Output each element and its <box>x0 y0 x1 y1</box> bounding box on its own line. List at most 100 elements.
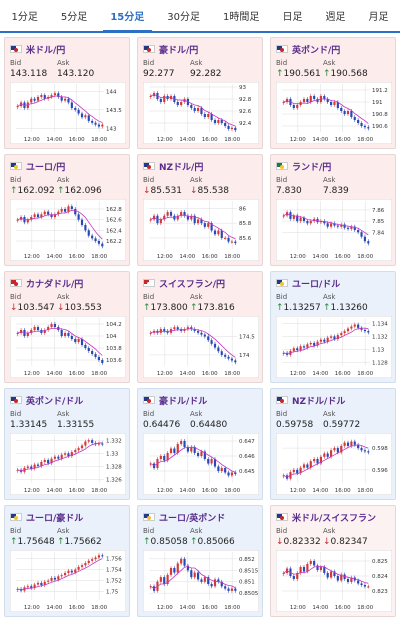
tab-8[interactable]: 月足 <box>368 12 389 23</box>
rate-card[interactable]: ランド/円 Bid Ask 7.830 7.839 12:00 14:00 16:00 18:0… <box>270 154 396 266</box>
candle-body <box>77 448 80 451</box>
rate-card[interactable]: ユーロ/ドル Bid Ask ↑1.13257 ↑1.13260 12:00 14:00 16… <box>270 271 396 383</box>
candle-body <box>33 327 36 330</box>
pair-name[interactable]: ユーロ/英ポンド <box>159 513 226 524</box>
card-header[interactable]: ランド/円 <box>276 159 331 173</box>
arrow-up-icon: ↑ <box>190 303 198 313</box>
rate-card[interactable]: ユーロ/豪ドル Bid Ask ↑1.75648 ↑1.75662 12:00 14:00 1… <box>4 505 130 617</box>
candle-body <box>183 558 186 566</box>
card-header[interactable]: カナダドル/円 <box>10 276 83 290</box>
rate-card[interactable]: 英ポンド/ドル Bid Ask 1.33145 1.33155 12:00 14:00 16:… <box>4 388 130 500</box>
mini-chart[interactable]: 12:00 14:00 16:00 18:00 162.8 162.6 162.4 162.2 <box>10 199 126 261</box>
candle-body <box>234 472 237 474</box>
rate-card[interactable]: 豪ドル/円 Bid Ask 92.277 92.282 12:00 14:00 16:00 18… <box>137 37 263 149</box>
tab-5[interactable]: 1時間足 <box>223 12 260 23</box>
rate-card[interactable]: スイスフラン/円 Bid Ask ↑173.800 ↑173.816 12:00 14:00… <box>137 271 263 383</box>
candle-body <box>47 211 50 215</box>
candle-body <box>80 339 84 345</box>
mini-chart[interactable]: 12:00 14:00 16:00 18:00 191.2 191 190.8 190.6 <box>276 82 392 144</box>
candle-body <box>360 327 363 330</box>
bid-value: 92.277 <box>143 69 175 79</box>
card-header[interactable]: NZドル/円 <box>143 159 203 173</box>
tab-4[interactable]: 30分足 <box>167 12 201 23</box>
mini-chart[interactable]: 12:00 14:00 16:00 18:00 0.647 0.646 0.645 <box>143 433 259 495</box>
bid-label: Bid <box>276 527 288 535</box>
candle-body <box>326 99 329 102</box>
pair-name[interactable]: 豪ドル/ドル <box>159 396 208 407</box>
tab-1[interactable]: 1分足 <box>11 12 38 23</box>
pair-name[interactable]: 米ドル/スイスフラン <box>292 513 377 524</box>
candle-body <box>159 456 162 459</box>
x-tick-label: 14:00 <box>179 137 195 143</box>
rate-card[interactable]: NZドル/ドル Bid Ask 0.59758 0.59772 12:00 14:00 16:… <box>270 388 396 500</box>
rate-card[interactable]: ユーロ/英ポンド Bid Ask ↑0.85058 ↑0.85066 12:00 14:00… <box>137 505 263 617</box>
mini-chart[interactable]: 12:00 14:00 16:00 18:00 1.332 1.33 1.328 1.326 <box>10 433 126 495</box>
rate-card[interactable]: 米ドル/円 Bid Ask 143.118 143.120 12:00 14:00 16:00… <box>4 37 130 149</box>
mini-chart[interactable]: 12:00 14:00 16:00 18:00 144 143.5 143 <box>10 82 126 144</box>
pair-name[interactable]: ユーロ/豪ドル <box>26 513 84 524</box>
mini-chart[interactable]: 12:00 14:00 16:00 18:00 93 92.8 92.6 92.4 <box>143 82 259 144</box>
card-header[interactable]: 米ドル/円 <box>10 42 65 56</box>
mini-chart[interactable]: 12:00 14:00 16:00 18:00 104.2 104 103.8 103.6 <box>10 316 126 378</box>
candle-body <box>346 111 350 114</box>
mini-chart[interactable]: 12:00 14:00 16:00 18:00 0.598 0.596 <box>276 433 392 495</box>
candle-body <box>94 238 97 241</box>
tab-7[interactable]: 週足 <box>325 12 346 23</box>
pair-name[interactable]: ランド/円 <box>292 162 332 173</box>
mini-chart[interactable]: 12:00 14:00 16:00 18:00 174.5 174 <box>143 316 259 378</box>
card-header[interactable]: 米ドル/スイスフラン <box>276 510 376 524</box>
pair-name[interactable]: NZドル/ドル <box>292 396 346 407</box>
candle-body <box>282 102 285 103</box>
tab-6[interactable]: 日足 <box>282 12 303 23</box>
pair-name[interactable]: 英ポンド/ドル <box>26 396 84 407</box>
rate-card[interactable]: ユーロ/円 Bid Ask ↑162.092 ↑162.096 12:00 14:00 16:… <box>4 154 130 266</box>
card-header[interactable]: 豪ドル/ドル <box>143 393 207 407</box>
pair-name[interactable]: カナダドル/円 <box>26 279 84 290</box>
rate-card[interactable]: 米ドル/スイスフラン Bid Ask ↓0.82332 ↓0.82347 12:00 14:… <box>270 505 396 617</box>
pair-name[interactable]: スイスフラン/円 <box>159 279 226 290</box>
y-tick-label: 0.823 <box>372 589 388 595</box>
candle-body <box>319 339 323 342</box>
rate-card[interactable]: NZドル/円 Bid Ask ↓85.531 ↓85.538 12:00 14:00 16:0… <box>137 154 263 266</box>
moving-average-line <box>17 558 103 591</box>
card-header[interactable]: ユーロ/ドル <box>276 276 340 290</box>
candle-body <box>91 235 94 239</box>
tab-2[interactable]: 5分足 <box>60 12 88 23</box>
candle-body <box>196 453 200 456</box>
pair-name[interactable]: ユーロ/ドル <box>292 279 341 290</box>
pair-name[interactable]: 豪ドル/円 <box>159 45 199 56</box>
candle-body <box>363 585 367 587</box>
card-header[interactable]: NZドル/ドル <box>276 393 345 407</box>
pair-name[interactable]: NZドル/円 <box>159 162 204 173</box>
mini-chart[interactable]: 12:00 14:00 16:00 18:00 1.756 1.754 1.752 1.75 <box>10 550 126 612</box>
candle-body <box>302 464 306 468</box>
card-header[interactable]: ユーロ/英ポンド <box>143 510 225 524</box>
rate-card[interactable]: カナダドル/円 Bid Ask ↓103.547 ↓103.553 12:00 14:00 1… <box>4 271 130 383</box>
card-header[interactable]: 英ポンド/ドル <box>10 393 83 407</box>
pair-name[interactable]: 米ドル/円 <box>26 45 66 56</box>
card-header[interactable]: 豪ドル/円 <box>143 42 198 56</box>
x-tick-label: 18:00 <box>91 488 107 494</box>
arrow-up-icon: ↑ <box>143 303 151 313</box>
mini-chart[interactable]: 12:00 14:00 16:00 18:00 86 85.8 85.6 <box>143 199 259 261</box>
candle-body <box>196 108 200 111</box>
card-header[interactable]: ユーロ/豪ドル <box>10 510 83 524</box>
pair-name[interactable]: 英ポンド/円 <box>292 45 341 56</box>
x-tick-label: 18:00 <box>91 371 107 377</box>
rate-card[interactable]: 英ポンド/円 Bid Ask ↑190.561 ↑190.568 12:00 14:00 16… <box>270 37 396 149</box>
mini-chart[interactable]: 12:00 14:00 16:00 18:00 1.134 1.132 1.13 1.128 <box>276 316 392 378</box>
mini-chart[interactable]: 12:00 14:00 16:00 18:00 0.852 0.8515 0.851 0.85… <box>143 550 259 612</box>
y-tick-label: 190.6 <box>372 124 388 130</box>
mini-chart[interactable]: 12:00 14:00 16:00 18:00 0.825 0.824 0.823 <box>276 550 392 612</box>
pair-name[interactable]: ユーロ/円 <box>26 162 66 173</box>
rate-card[interactable]: 豪ドル/ドル Bid Ask 0.64476 0.64480 12:00 14:00 16:0… <box>137 388 263 500</box>
candle-body <box>149 96 152 97</box>
card-header[interactable]: 英ポンド/円 <box>276 42 340 56</box>
mini-chart[interactable]: 12:00 14:00 16:00 18:00 7.86 7.85 7.84 <box>276 199 392 261</box>
card-header[interactable]: スイスフラン/円 <box>143 276 225 290</box>
bid-value: 0.59758 <box>276 420 313 430</box>
candle-body <box>190 105 193 108</box>
candle-body <box>200 108 203 114</box>
tab-3[interactable]: 15分足 <box>99 0 156 33</box>
card-header[interactable]: ユーロ/円 <box>10 159 65 173</box>
